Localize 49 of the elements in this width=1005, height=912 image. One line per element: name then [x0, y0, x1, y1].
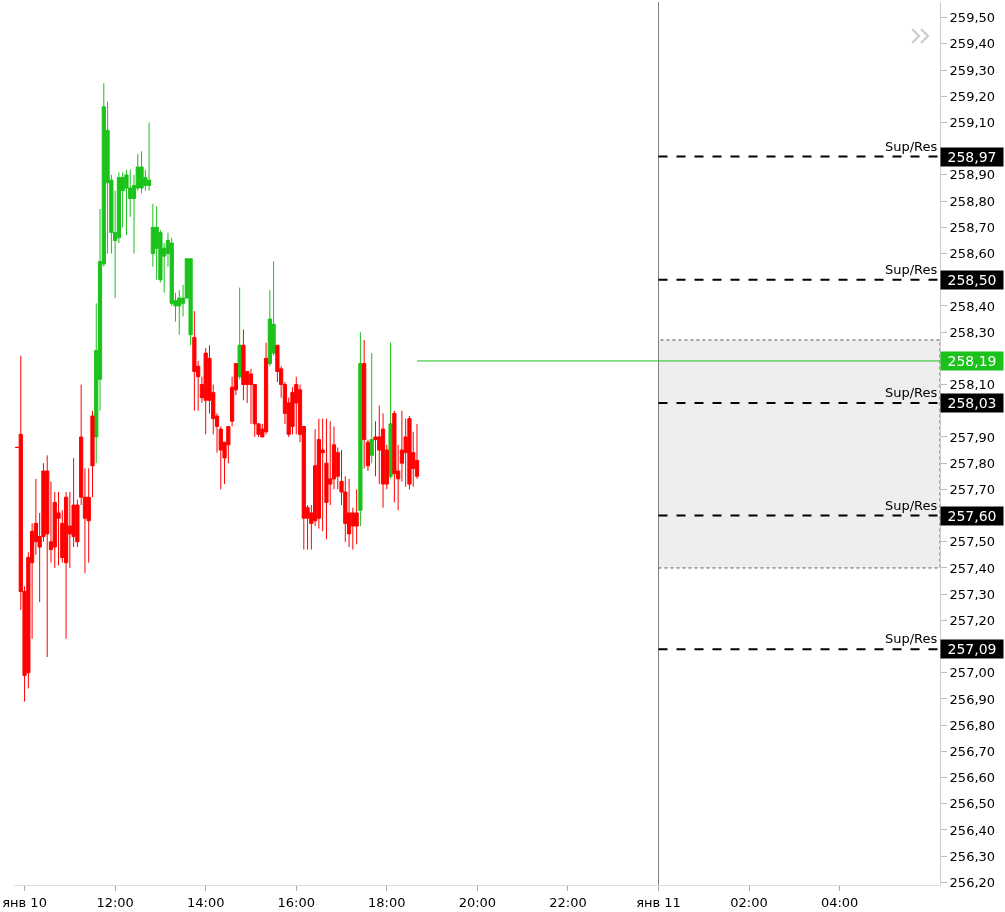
x-tick-label: 04:00	[820, 894, 859, 910]
y-tick-label: 257,30	[949, 586, 996, 602]
y-tick-label: 258,30	[949, 324, 996, 340]
y-tick-label: 256,60	[949, 770, 996, 786]
annotation: 257,09	[947, 641, 997, 657]
y-tick-label: 256,90	[949, 691, 996, 707]
y-tick-label: 256,40	[949, 822, 996, 838]
x-tick-label: 14:00	[186, 894, 225, 910]
y-tick-label: 256,70	[949, 743, 996, 759]
x-tick-label: 22:00	[549, 894, 587, 910]
ref-line-label: Sup/Res	[885, 631, 938, 646]
x-tick-label: 12:00	[96, 894, 134, 910]
annotation: 258,97	[947, 149, 997, 165]
y-tick-label: 258,40	[949, 298, 996, 314]
x-tick-label: 18:00	[368, 894, 406, 910]
y-tick-label: 259,20	[949, 88, 996, 104]
y-tick-label: 256,20	[949, 874, 996, 890]
y-tick-label: 256,80	[949, 717, 996, 733]
y-tick-label: 257,90	[949, 429, 996, 445]
y-tick-label: 258,60	[949, 246, 996, 262]
y-tick-label: 257,80	[949, 455, 996, 471]
y-tick-label: 257,50	[949, 534, 996, 550]
x-tick-label: 02:00	[730, 894, 768, 910]
y-tick-label: 256,30	[949, 848, 996, 864]
x-tick-label: янв 11	[636, 894, 681, 910]
y-tick-label: 257,20	[949, 612, 996, 628]
ref-line-label: Sup/Res	[885, 262, 938, 277]
x-tick-label: янв 10	[2, 894, 47, 910]
ref-line-label: Sup/Res	[885, 385, 938, 400]
x-tick-label: 16:00	[277, 894, 315, 910]
annotation: 257,60	[947, 508, 997, 524]
y-tick-label: 258,80	[949, 193, 996, 209]
y-tick-label: 258,90	[949, 167, 996, 183]
ref-line-label: Sup/Res	[885, 139, 938, 154]
y-tick-label: 256,50	[949, 796, 996, 812]
annotation: 258,50	[947, 272, 997, 288]
annotation: 258,19	[947, 353, 997, 369]
annotation: 258,03	[947, 395, 997, 411]
y-tick-label: 259,40	[949, 36, 996, 52]
y-tick-label: 259,10	[949, 115, 996, 131]
y-tick-label: 259,30	[949, 62, 996, 78]
y-tick-label: 257,40	[949, 560, 996, 576]
y-tick-label: 259,50	[949, 10, 996, 26]
y-tick-label: 258,10	[949, 377, 996, 393]
y-tick-label: 257,00	[949, 665, 996, 681]
y-tick-label: 257,70	[949, 481, 996, 497]
y-tick-label: 258,70	[949, 219, 996, 235]
x-tick-label: 20:00	[458, 894, 497, 910]
ref-line-label: Sup/Res	[885, 498, 938, 513]
